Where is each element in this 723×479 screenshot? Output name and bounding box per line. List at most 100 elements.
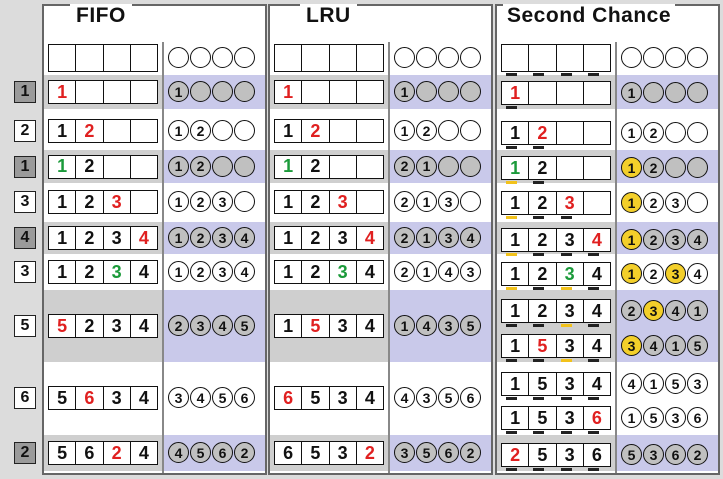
reference-bit (587, 397, 599, 400)
lru-frame-cell: 4 (364, 261, 375, 282)
lru-order-circle: 3 (438, 227, 459, 248)
reference-bit (533, 253, 545, 256)
fifo-order-circle (234, 191, 255, 212)
fifo-order-circle: 2 (190, 261, 211, 282)
sc-frame-slot (584, 45, 610, 76)
sc-frame-cell: 1 (502, 157, 530, 184)
sc-frame-cell: 2 (529, 122, 557, 149)
reference-bit (560, 73, 572, 76)
lru-order-circle: 1 (416, 227, 437, 248)
fifo-frame-cell: 5 (49, 315, 77, 337)
reference-column: 1 2 1 3 4 3 5 6 2 (0, 0, 40, 479)
reference-label: 5 (14, 315, 36, 337)
reference-bit (587, 324, 599, 327)
fifo-title: FIFO (70, 4, 132, 28)
reference-bit (533, 216, 545, 219)
sc-order-circle: 1 (621, 407, 642, 428)
sc-order-circle (665, 47, 686, 68)
fifo-frame-cell: 1 (49, 120, 77, 142)
lru-frame-slot (330, 45, 357, 71)
lru-frame-cell (357, 81, 383, 103)
reference-bit (506, 287, 517, 290)
lru-order-circle (438, 81, 459, 102)
fifo-frame-cell: 6 (76, 387, 104, 409)
lru-header-frames (274, 44, 384, 72)
sc-order-circle: 5 (643, 407, 664, 428)
sc-frame-slot (557, 45, 584, 76)
lru-frame-cell: 2 (364, 442, 375, 463)
lru-order-circle: 3 (460, 261, 481, 282)
sc-order-circle: 2 (687, 444, 708, 465)
lru-frames: 1 (274, 80, 384, 104)
lru-order-circles: 1 (394, 81, 481, 102)
lru-order-circle: 1 (394, 120, 415, 141)
lru-order-circle: 4 (438, 261, 459, 282)
lru-frame-slot (275, 45, 303, 71)
lru-order-circle: 3 (416, 387, 437, 408)
reference-bit (533, 73, 545, 76)
lru-frame-cell: 2 (302, 227, 330, 249)
fifo-order-circle: 2 (168, 315, 189, 336)
lru-frame-slot (357, 45, 383, 71)
fifo-frame-cell: 1 (49, 81, 77, 103)
fifo-order-circle: 2 (190, 120, 211, 141)
sc-header-frames (501, 44, 611, 76)
sc-order-circle: 2 (643, 157, 664, 178)
sc-frame-cell: 2 (529, 263, 557, 290)
fifo-order-circle: 4 (168, 442, 189, 463)
sc-frame-cell: 3 (557, 335, 584, 362)
sc-frame-cell: 1 (502, 300, 530, 327)
reference-bit (506, 216, 517, 219)
sc-order-circle: 3 (665, 192, 686, 213)
sc-order-circle (687, 47, 708, 68)
sc-frame-cell: 4 (584, 373, 610, 400)
sc-frame-cell: 3 (557, 300, 584, 327)
reference-bit (506, 106, 517, 109)
fifo-frame-cell (131, 191, 157, 213)
sc-frame-cell: 1 (502, 335, 530, 362)
sc-frame-cell: 5 (529, 373, 557, 400)
lru-frame-cell: 1 (275, 227, 303, 249)
reference-label: 1 (14, 155, 36, 178)
sc-frame-cell (557, 122, 584, 144)
sc-order-circle: 6 (665, 444, 686, 465)
lru-order-circle (460, 81, 481, 102)
fifo-frame-cell (131, 156, 157, 178)
sc-frame-cell: 1 (502, 373, 530, 400)
lru-frame-cell: 1 (275, 315, 303, 337)
fifo-frame-cell: 2 (76, 227, 104, 249)
fifo-frame-cell: 5 (49, 387, 77, 409)
reference-bit (533, 324, 545, 327)
lru-order-circle (416, 81, 437, 102)
reference-bit (560, 468, 572, 471)
reference-bit (560, 359, 572, 362)
fifo-frame-cell (131, 120, 157, 142)
sc-frame-cell: 3 (557, 263, 584, 290)
sc-frame-cell: 1 (502, 407, 530, 434)
sc-frame-cell: 2 (529, 192, 557, 219)
reference-label: 1 (14, 81, 36, 103)
reference-bit (506, 359, 517, 362)
lru-frame-cell (330, 81, 357, 103)
lru-order-circle: 2 (394, 191, 415, 212)
sc-order-circle: 2 (643, 229, 664, 250)
reference-bit (533, 431, 545, 434)
lru-frame-cell: 1 (275, 155, 303, 178)
sc-frame-cell: 3 (557, 407, 584, 434)
fifo-frame-cell: 2 (76, 315, 104, 337)
fifo-frame-cell: 2 (76, 261, 104, 283)
fifo-order-circle: 4 (234, 261, 255, 282)
